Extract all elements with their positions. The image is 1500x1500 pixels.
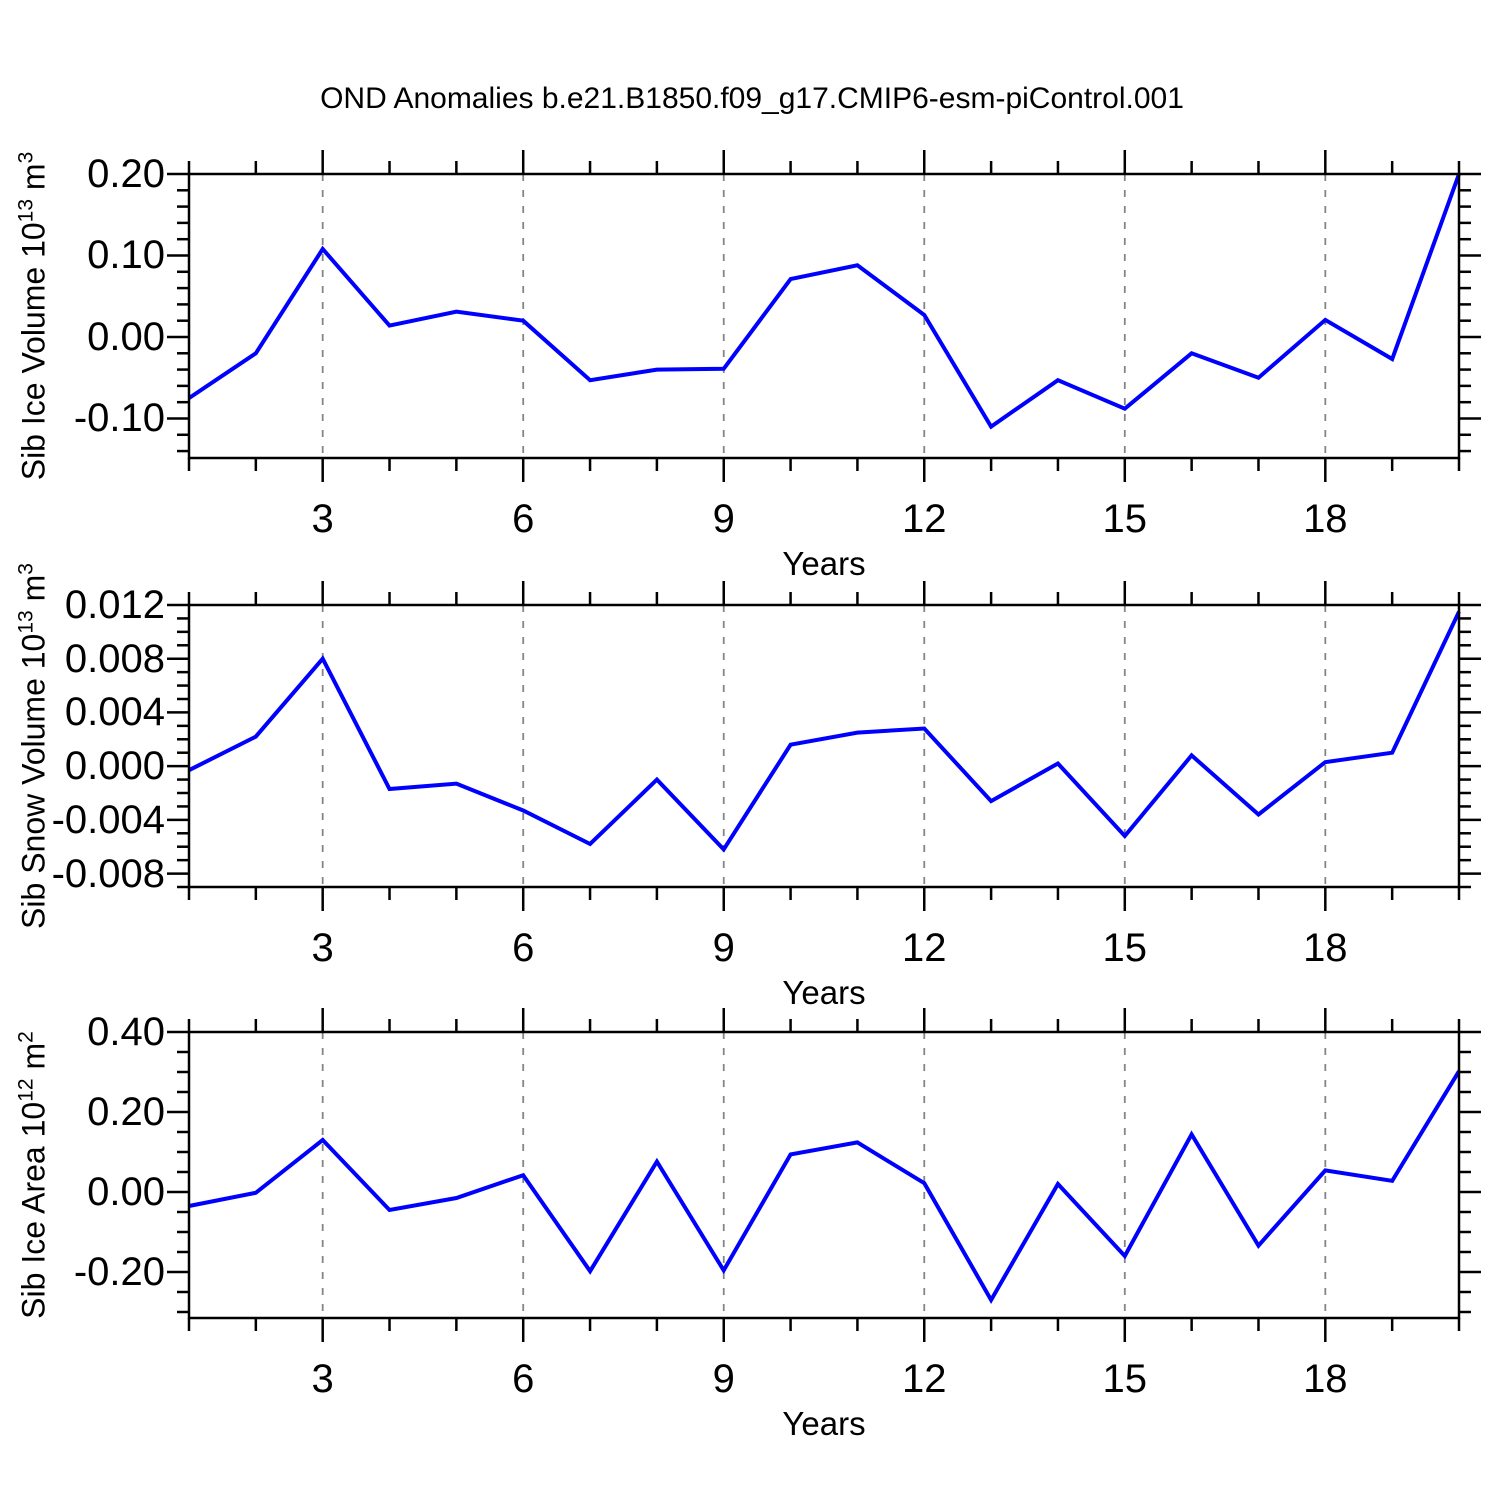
y-axis-title-exponent: 13: [14, 198, 38, 223]
y-axis-title-text: Sib Ice Area 10: [15, 1101, 52, 1319]
data-line-panel1: [187, 173, 1461, 430]
x-tick-label-panel2: 18: [1303, 926, 1348, 970]
plot-frame-panel3: [187, 1030, 1461, 1320]
x-tick-label-panel3: 3: [311, 1357, 334, 1401]
y-tick-label-panel2: -0.008: [51, 851, 165, 896]
x-tick-label-panel1: 6: [512, 497, 535, 541]
y-axis-title-unit: m: [15, 574, 52, 611]
x-tick-label-panel3: 12: [902, 1357, 947, 1401]
y-axis-title-unit: m: [15, 1042, 52, 1079]
y-axis-title-unit: m: [15, 163, 52, 199]
y-tick-label-panel2: -0.004: [51, 797, 165, 842]
x-tick-label-panel2: 9: [712, 926, 735, 970]
y-axis-title-exponent: 12: [14, 1078, 38, 1102]
y-axis-title-unit-exponent: 3: [14, 563, 38, 575]
y-axis-title-text: Sib Ice Volume 10: [15, 222, 52, 481]
x-tick-label-panel2: 15: [1102, 926, 1148, 970]
y-axis-title-panel3: Sib Ice Area 1012 m2: [10, 1031, 52, 1319]
x-tick-label-panel1: 9: [712, 497, 735, 541]
y-tick-label-panel1: 0.10: [87, 233, 165, 278]
x-tick-label-panel1: 15: [1102, 497, 1148, 541]
data-line-panel2: [188, 610, 1461, 853]
x-tick-label-panel2: 6: [512, 926, 535, 970]
y-axis-title-panel1: Sib Ice Volume 1013 m3: [10, 151, 52, 481]
y-axis-title-unit-exponent: 3: [14, 151, 38, 164]
y-tick-label-panel3: 0.20: [87, 1090, 165, 1134]
y-axis-title-unit-exponent: 2: [14, 1031, 38, 1043]
x-axis-title-panel3: Years: [782, 1405, 866, 1442]
x-tick-label-panel1: 12: [902, 497, 947, 541]
y-tick-label-panel2: 0.004: [64, 690, 165, 735]
y-tick-label-panel3: 0.00: [87, 1170, 165, 1214]
x-axis-title-panel1: Years: [782, 545, 866, 582]
y-tick-label-panel2: 0.000: [64, 744, 165, 789]
x-tick-label-panel3: 6: [512, 1357, 535, 1401]
x-tick-label-panel3: 9: [712, 1357, 735, 1401]
x-tick-label-panel3: 18: [1303, 1357, 1348, 1401]
x-tick-label-panel1: 3: [311, 497, 334, 541]
plot-frame-panel2: [187, 603, 1461, 889]
y-tick-label-panel3: -0.20: [73, 1250, 165, 1294]
y-tick-label-panel3: 0.40: [87, 1010, 165, 1054]
y-axis-title-panel2: Sib Snow Volume 1013 m3: [10, 563, 52, 929]
data-line-panel3: [188, 1070, 1461, 1305]
x-tick-label-panel2: 3: [311, 926, 334, 970]
y-tick-label-panel1: -0.10: [73, 396, 165, 441]
plot-frame-panel1: [187, 172, 1461, 460]
y-tick-label-panel2: 0.008: [64, 636, 165, 681]
x-axis-title-panel2: Years: [782, 974, 866, 1011]
y-axis-title-exponent: 13: [14, 610, 38, 634]
x-tick-label-panel3: 15: [1102, 1357, 1148, 1401]
y-tick-label-panel1: 0.00: [87, 314, 165, 359]
figure-title: OND Anomalies b.e21.B1850.f09_g17.CMIP6-…: [320, 82, 1184, 115]
x-tick-label-panel2: 12: [902, 926, 947, 970]
x-tick-label-panel1: 18: [1303, 497, 1348, 541]
y-tick-label-panel1: 0.20: [87, 152, 165, 196]
y-tick-label-panel2: 0.012: [64, 583, 165, 627]
y-axis-title-text: Sib Snow Volume 10: [15, 633, 52, 929]
